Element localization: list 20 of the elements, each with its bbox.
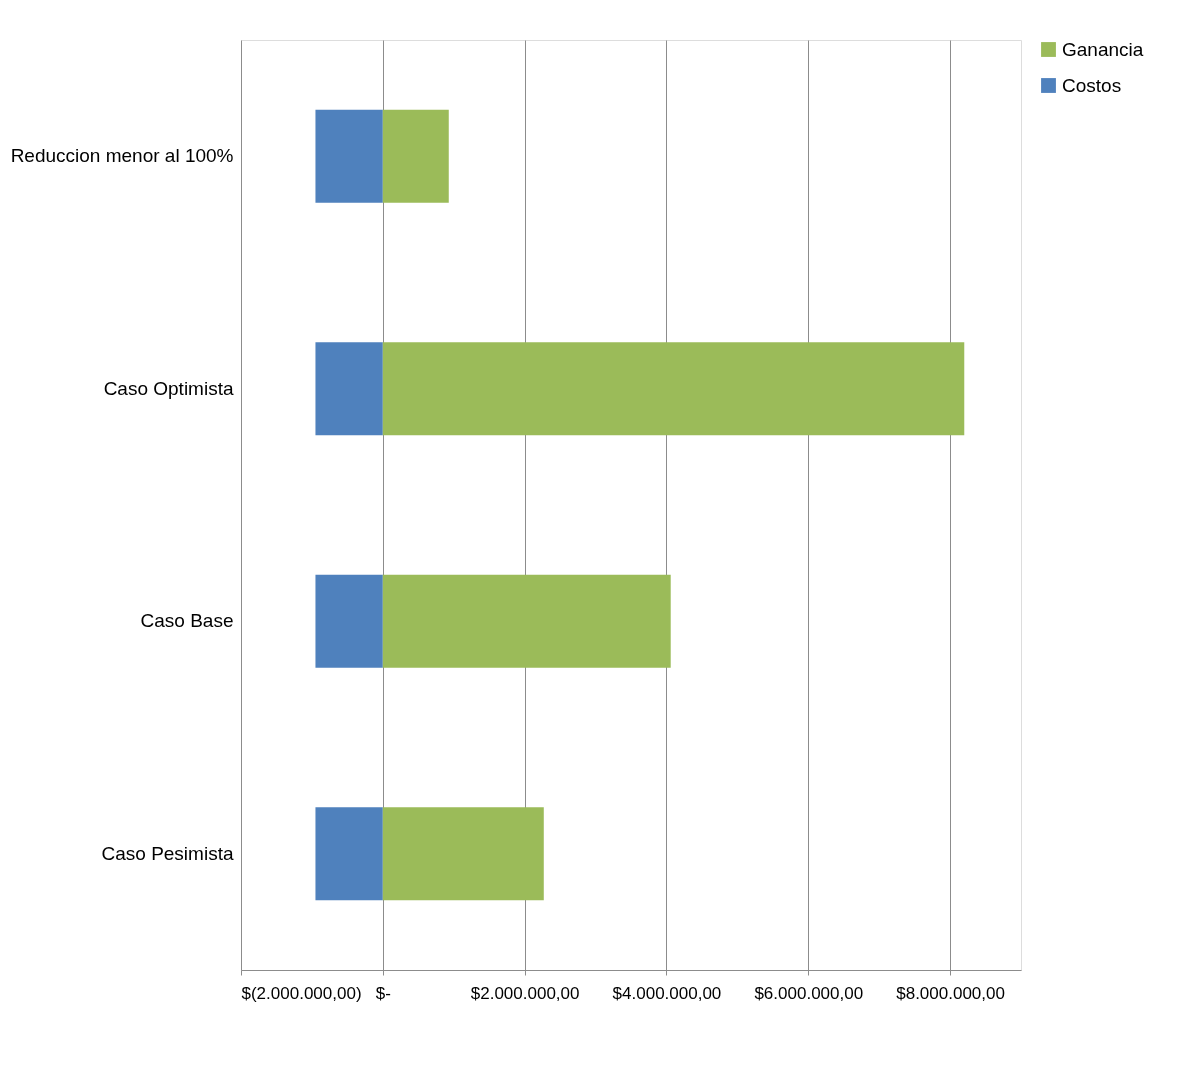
bar <box>315 807 383 901</box>
x-tick-label: $6.000.000,00 <box>754 983 864 1003</box>
x-tick-label: $(2.000.000,00) <box>241 983 362 1003</box>
bar <box>315 109 383 203</box>
bar <box>382 342 965 436</box>
bar <box>315 574 383 668</box>
y-tick-label: Reduccion menor al 100% <box>10 145 234 167</box>
y-tick-label: Caso Base <box>140 610 234 632</box>
x-tick-label: $4.000.000,00 <box>612 983 722 1003</box>
bar <box>315 342 383 436</box>
bar <box>382 807 544 901</box>
legend-label: Costos <box>1062 74 1122 96</box>
x-tick-label: $- <box>375 983 391 1003</box>
y-tick-label: Caso Pesimista <box>101 842 234 864</box>
bar <box>382 574 671 668</box>
x-tick-label: $8.000.000,00 <box>896 983 1005 1003</box>
bar <box>382 109 449 203</box>
y-tick-label: Caso Optimista <box>103 377 234 399</box>
x-tick-label: $2.000.000,00 <box>470 983 580 1003</box>
legend-label: Ganancia <box>1062 38 1144 60</box>
